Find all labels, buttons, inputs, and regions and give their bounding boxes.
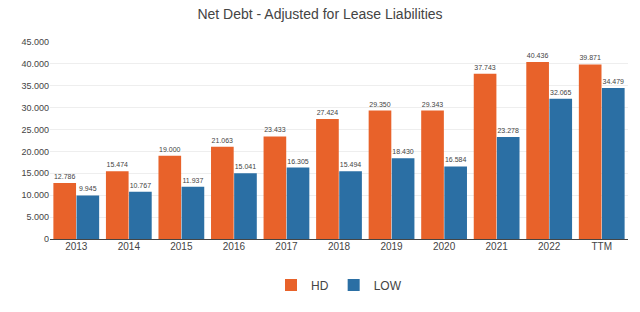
svg-text:2020: 2020 bbox=[433, 241, 456, 252]
svg-text:32.065: 32.065 bbox=[550, 89, 572, 96]
svg-text:15.041: 15.041 bbox=[235, 163, 257, 170]
svg-text:HD: HD bbox=[311, 279, 329, 293]
svg-text:Net Debt - Adjusted for Lease: Net Debt - Adjusted for Lease Liabilitie… bbox=[197, 6, 442, 22]
svg-text:2017: 2017 bbox=[275, 241, 298, 252]
svg-text:12.786: 12.786 bbox=[54, 173, 76, 180]
svg-text:2016: 2016 bbox=[223, 241, 246, 252]
svg-text:25.000: 25.000 bbox=[21, 125, 49, 135]
svg-text:37.743: 37.743 bbox=[474, 64, 496, 71]
svg-text:39.871: 39.871 bbox=[579, 54, 601, 61]
svg-text:15.000: 15.000 bbox=[21, 168, 49, 178]
svg-text:15.474: 15.474 bbox=[107, 161, 129, 168]
svg-text:11.937: 11.937 bbox=[182, 177, 203, 184]
svg-text:29.343: 29.343 bbox=[422, 101, 444, 108]
svg-text:2022: 2022 bbox=[538, 241, 561, 252]
svg-text:35.000: 35.000 bbox=[21, 81, 49, 91]
svg-text:23.433: 23.433 bbox=[264, 126, 286, 133]
svg-text:18.430: 18.430 bbox=[392, 148, 414, 155]
svg-text:40.436: 40.436 bbox=[527, 52, 549, 59]
svg-text:15.494: 15.494 bbox=[340, 161, 362, 168]
svg-text:2018: 2018 bbox=[328, 241, 351, 252]
svg-text:19.000: 19.000 bbox=[159, 146, 181, 153]
svg-text:2013: 2013 bbox=[65, 241, 88, 252]
svg-text:2019: 2019 bbox=[380, 241, 403, 252]
svg-text:45.000: 45.000 bbox=[21, 37, 49, 47]
svg-text:40.000: 40.000 bbox=[21, 59, 49, 69]
svg-text:2015: 2015 bbox=[170, 241, 193, 252]
svg-text:2021: 2021 bbox=[486, 241, 509, 252]
svg-text:21.063: 21.063 bbox=[212, 137, 234, 144]
svg-text:34.479: 34.479 bbox=[603, 78, 625, 85]
svg-text:20.000: 20.000 bbox=[21, 147, 49, 157]
svg-text:30.000: 30.000 bbox=[21, 103, 49, 113]
svg-text:5.000: 5.000 bbox=[26, 212, 49, 222]
svg-text:27.424: 27.424 bbox=[317, 109, 339, 116]
svg-text:23.278: 23.278 bbox=[497, 127, 519, 134]
svg-text:0: 0 bbox=[44, 234, 49, 244]
svg-text:9.945: 9.945 bbox=[79, 185, 97, 192]
svg-text:16.305: 16.305 bbox=[287, 158, 309, 165]
svg-text:2014: 2014 bbox=[118, 241, 141, 252]
svg-text:TTM: TTM bbox=[591, 241, 612, 252]
svg-text:10.000: 10.000 bbox=[21, 190, 49, 200]
svg-text:LOW: LOW bbox=[374, 279, 402, 293]
svg-text:29.350: 29.350 bbox=[369, 101, 391, 108]
svg-text:10.767: 10.767 bbox=[130, 182, 152, 189]
svg-text:16.584: 16.584 bbox=[445, 156, 467, 163]
